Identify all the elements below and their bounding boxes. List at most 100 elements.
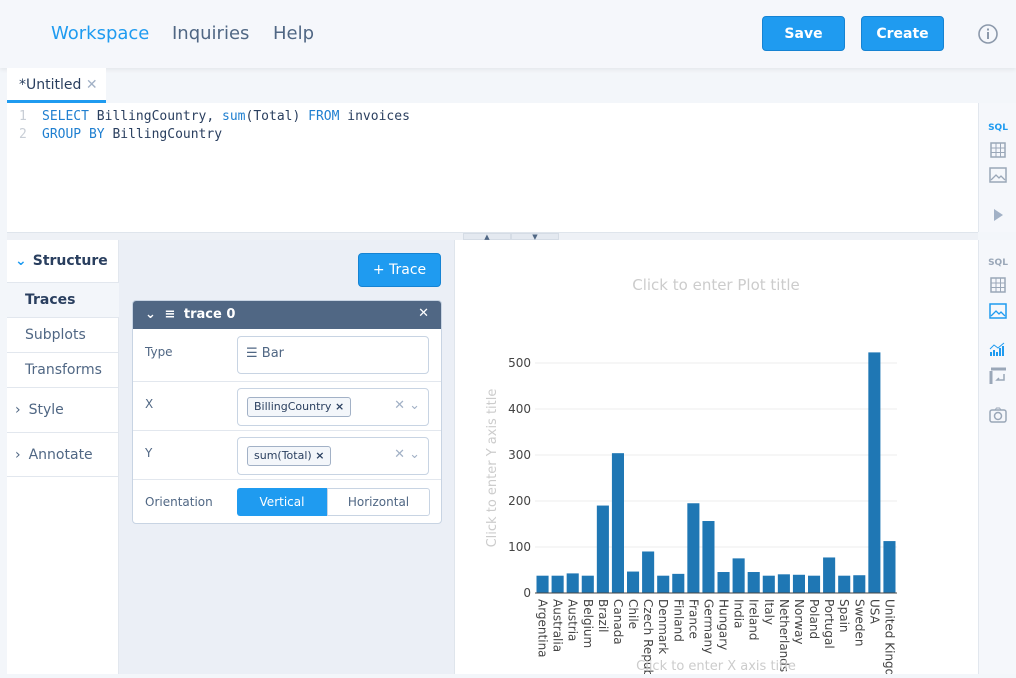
sidebar: ⌄ Structure Traces Subplots Transforms › S… [7, 240, 119, 674]
x-tick-label: Sweden [852, 599, 866, 646]
sql-keyword: FROM [308, 109, 340, 124]
bar[interactable] [838, 575, 851, 593]
bar[interactable] [596, 505, 609, 593]
sidebar-annotate[interactable]: › Annotate [7, 433, 119, 477]
chevron-down-icon: ⌄ [145, 307, 156, 322]
image-icon[interactable] [988, 165, 1008, 185]
sql-keyword: SELECT [42, 109, 89, 124]
plot-area: 0 100 200 300 400 500 Argentina Australia Austri… [455, 240, 978, 678]
trace-panel: + Trace ⌄ ≡ trace 0 ✕ Type ☰ Bar X Billi… [119, 240, 455, 674]
table-icon[interactable] [988, 140, 1008, 160]
x-tick-label: Brazil [596, 599, 610, 633]
sidebar-item-traces[interactable]: Traces [7, 283, 119, 318]
sidebar-style-label: Style [28, 402, 64, 418]
info-circle-icon[interactable] [977, 23, 999, 45]
remove-chip-icon[interactable]: × [334, 400, 345, 413]
bar[interactable] [823, 557, 836, 593]
chart-edit-icon[interactable] [988, 340, 1008, 360]
x-axis-title-placeholder[interactable]: Click to enter X axis title [636, 659, 796, 674]
chevron-right-icon: › [15, 446, 21, 463]
trace-card: ⌄ ≡ trace 0 ✕ Type ☰ Bar X BillingCountr… [132, 300, 442, 524]
collapse-up-icon[interactable]: ▲ [463, 233, 511, 241]
table-icon[interactable] [988, 275, 1008, 295]
type-value: Bar [261, 346, 285, 361]
nav-help[interactable]: Help [273, 23, 315, 44]
bar[interactable] [657, 575, 670, 593]
splitter[interactable]: ▲ ▼ [7, 232, 978, 241]
bar[interactable] [853, 575, 866, 593]
sql-text: invoices [339, 109, 410, 124]
sql-text: BillingCountry, [88, 109, 223, 124]
sidebar-item-subplots[interactable]: Subplots [7, 318, 119, 353]
nav-workspace[interactable]: Workspace [51, 23, 150, 44]
bar[interactable] [702, 521, 715, 593]
add-trace-button[interactable]: + Trace [358, 253, 441, 287]
bar[interactable] [581, 575, 594, 593]
x-label: X [145, 397, 154, 411]
bar[interactable] [732, 558, 745, 593]
bar[interactable] [868, 352, 881, 593]
type-select[interactable]: ☰ Bar [237, 336, 429, 374]
bar[interactable] [642, 551, 655, 593]
x-tick-label: Finland [671, 599, 685, 642]
top-nav: Workspace Inquiries Help Save Create [0, 0, 1016, 68]
bar[interactable] [687, 503, 700, 593]
collapse-down-icon[interactable]: ▼ [511, 233, 559, 241]
clear-chevron-icons[interactable]: ✕ ⌄ [394, 398, 420, 413]
y-tick-label: 200 [508, 494, 531, 508]
image-icon[interactable] [988, 301, 1008, 321]
bar[interactable] [717, 572, 730, 593]
bar[interactable] [777, 574, 790, 593]
clear-chevron-icons[interactable]: ✕ ⌄ [394, 447, 420, 462]
save-button[interactable]: Save [762, 16, 845, 51]
run-icon[interactable] [988, 205, 1008, 225]
sidebar-annotate-label: Annotate [28, 446, 93, 463]
plot-title-placeholder[interactable]: Click to enter Plot title [632, 276, 799, 294]
sidebar-style[interactable]: › Style [7, 388, 119, 433]
bar[interactable] [808, 575, 821, 593]
y-select[interactable]: sum(Total) × ✕ ⌄ [237, 437, 429, 475]
tab-untitled[interactable]: *Untitled ✕ [7, 68, 106, 103]
sql-icon[interactable]: SQL [988, 258, 1008, 268]
x-tick-label: Germany [701, 599, 715, 654]
bar[interactable] [672, 573, 685, 593]
x-tick-label: Czech Republic [641, 599, 655, 674]
x-select[interactable]: BillingCountry × ✕ ⌄ [237, 388, 429, 426]
x-tick-label: Hungary [717, 599, 731, 650]
delete-trace-icon[interactable]: ✕ [418, 306, 429, 321]
bar[interactable] [762, 575, 775, 593]
swap-axes-icon[interactable] [988, 366, 1008, 386]
bar[interactable] [883, 541, 896, 593]
x-tick-label: Chile [626, 599, 640, 629]
sql-icon[interactable]: SQL [988, 123, 1008, 133]
create-button[interactable]: Create [861, 16, 944, 51]
bar[interactable] [611, 453, 624, 593]
bar[interactable] [747, 572, 760, 593]
code-line: 2 GROUP BY BillingCountry [7, 127, 222, 145]
remove-chip-icon[interactable]: × [315, 449, 325, 462]
close-tab-icon[interactable]: ✕ [85, 77, 98, 93]
x-tick-label: Italy [762, 599, 776, 625]
bar[interactable] [792, 574, 805, 593]
x-tick-label: India [732, 599, 746, 628]
nav-inquiries[interactable]: Inquiries [172, 23, 250, 44]
orientation-label: Orientation [145, 495, 213, 509]
sidebar-item-transforms[interactable]: Transforms [7, 353, 119, 388]
line-number: 2 [19, 127, 27, 142]
x-tick-label: Belgium [581, 599, 595, 648]
sidebar-structure[interactable]: ⌄ Structure [7, 240, 119, 283]
sql-keyword: GROUP BY [42, 127, 105, 142]
bar[interactable] [627, 571, 640, 593]
bar[interactable] [551, 575, 564, 593]
bar[interactable] [566, 573, 579, 593]
y-tick-label: 400 [508, 402, 531, 416]
sql-keyword: sum [222, 109, 246, 124]
vertical-toggle[interactable]: Vertical [237, 488, 327, 516]
sql-editor[interactable]: 1 SELECT BillingCountry, sum(Total) FROM … [7, 103, 978, 232]
horizontal-toggle[interactable]: Horizontal [327, 488, 430, 516]
trace-header[interactable]: ⌄ ≡ trace 0 ✕ [133, 301, 441, 329]
y-axis-title-placeholder[interactable]: Click to enter Y axis title [485, 389, 500, 548]
bar[interactable] [536, 575, 549, 593]
y-tick-label: 100 [508, 540, 531, 554]
camera-icon[interactable] [988, 405, 1008, 425]
